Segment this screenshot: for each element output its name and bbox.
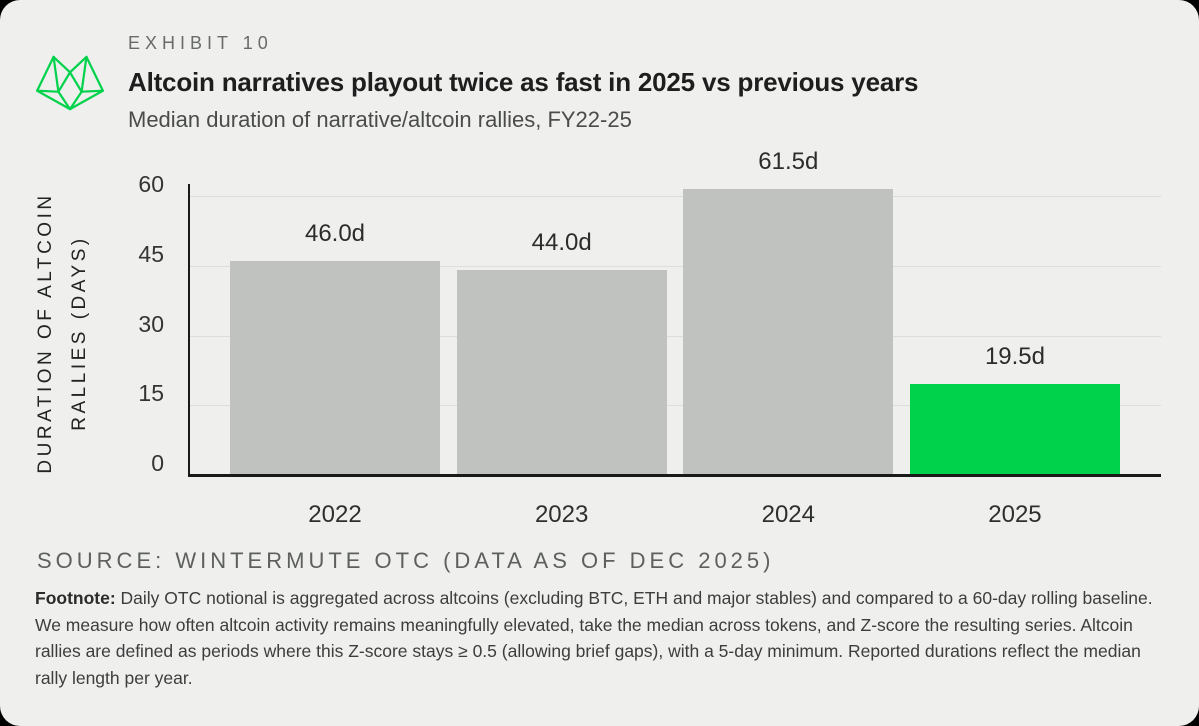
gridline <box>188 265 1161 267</box>
y-axis-title: DURATION OF ALTCOIN RALLIES (DAYS) <box>29 192 97 473</box>
bar-2023 <box>456 270 667 475</box>
gridline <box>188 335 1161 337</box>
chart-header: EXHIBIT 10 Altcoin narratives playout tw… <box>128 33 918 133</box>
x-tick-label: 2023 <box>534 501 589 528</box>
source-line: SOURCE: WINTERMUTE OTC (DATA AS OF DEC 2… <box>37 548 775 573</box>
y-axis-title-line1: DURATION OF ALTCOIN <box>35 192 56 474</box>
y-tick-label: 0 <box>151 450 164 476</box>
footnote-label: Footnote: <box>35 588 116 608</box>
x-tick-label: 2022 <box>308 501 362 528</box>
bar-2022 <box>230 261 440 475</box>
plot-area: 46.0d 2022 44.0d 2023 61.5d 2024 19.5d 2025 <box>188 148 1161 528</box>
wintermute-logo-icon <box>36 55 104 111</box>
x-tick-label: 2025 <box>988 501 1042 528</box>
gridline <box>188 405 1161 407</box>
y-tick-label: 60 <box>138 171 164 197</box>
x-tick-label: 2024 <box>761 501 815 528</box>
y-tick-label: 45 <box>138 240 164 267</box>
exhibit-label: EXHIBIT 10 <box>128 33 273 53</box>
footnote: Footnote: Daily OTC notional is aggregat… <box>35 585 1170 691</box>
y-axis-title-line2: RALLIES (DAYS) <box>69 235 90 431</box>
bar-value-label: 61.5d <box>758 148 819 176</box>
bar-value-label: 19.5d <box>984 343 1045 371</box>
bar-2025 <box>909 384 1120 475</box>
y-tick-label: 15 <box>138 380 164 407</box>
footnote-text: Daily OTC notional is aggregated across … <box>35 588 1153 688</box>
x-axis-line <box>188 474 1161 477</box>
gridline <box>188 196 1161 197</box>
bar-value-label: 44.0d <box>531 229 592 257</box>
bar-2024 <box>683 189 894 475</box>
y-axis-line <box>188 184 190 476</box>
bar-value-label: 46.0d <box>304 220 366 248</box>
page-title: Altcoin narratives playout twice as fast… <box>128 67 919 97</box>
y-tick-label: 30 <box>138 310 164 337</box>
page-subtitle: Median duration of narrative/altcoin ral… <box>128 107 632 132</box>
